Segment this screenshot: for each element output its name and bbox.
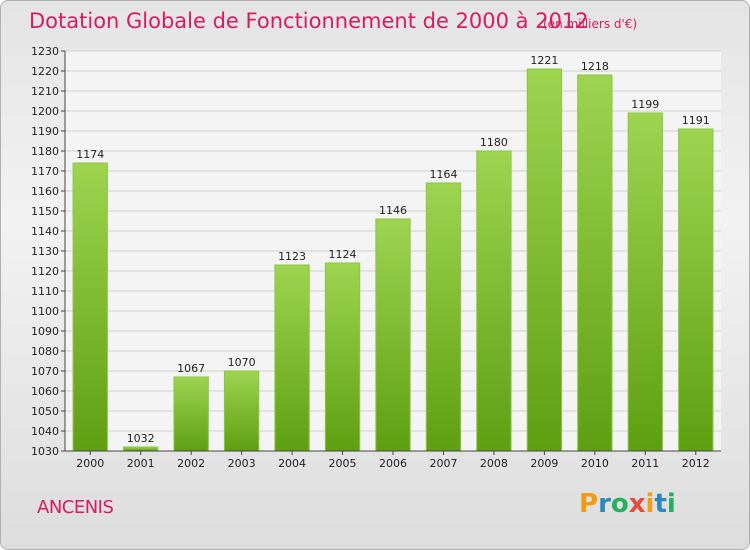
x-tick-label-2004: 2004	[278, 457, 306, 470]
y-tick-label: 1050	[31, 405, 59, 418]
y-tick-label: 1190	[31, 125, 59, 138]
bar-2009	[526, 68, 563, 452]
y-tick-label: 1040	[31, 425, 59, 438]
logo-letter: t	[654, 489, 667, 519]
value-label-2010: 1218	[581, 60, 609, 73]
y-tick-label: 1030	[31, 445, 59, 458]
logo-letter: i	[645, 489, 655, 519]
value-label-2003: 1070	[228, 356, 256, 369]
bar-2012	[678, 128, 714, 452]
x-tick-label-2007: 2007	[429, 457, 457, 470]
x-tick-label-2005: 2005	[329, 457, 357, 470]
y-tick-label: 1210	[31, 85, 59, 98]
bar-2001	[123, 446, 159, 452]
value-label-2002: 1067	[177, 362, 205, 375]
bar-2006	[375, 218, 411, 452]
value-label-2008: 1180	[480, 136, 508, 149]
y-tick-label: 1230	[31, 45, 59, 58]
x-tick-label-2010: 2010	[581, 457, 609, 470]
x-tick-label-2009: 2009	[530, 457, 558, 470]
y-tick-label: 1130	[31, 245, 59, 258]
logo-letter: o	[610, 489, 629, 519]
x-tick-label-2012: 2012	[682, 457, 710, 470]
value-label-2011: 1199	[631, 98, 659, 111]
commune-name: ANCENIS	[37, 497, 114, 518]
bar-2008	[476, 150, 512, 452]
y-tick-label: 1220	[31, 65, 59, 78]
value-label-2009: 1221	[530, 54, 558, 67]
value-label-2006: 1146	[379, 204, 407, 217]
x-tick-label-2006: 2006	[379, 457, 407, 470]
y-tick-label: 1200	[31, 105, 59, 118]
x-tick-label-2008: 2008	[480, 457, 508, 470]
logo-letter: x	[628, 489, 646, 519]
y-tick-label: 1080	[31, 345, 59, 358]
x-tick-label-2003: 2003	[228, 457, 256, 470]
logo-letter: i	[666, 489, 676, 519]
bar-2004	[274, 264, 310, 452]
bar-2010	[577, 74, 613, 452]
y-tick-label: 1060	[31, 385, 59, 398]
value-label-2007: 1164	[429, 168, 457, 181]
chart-title: Dotation Globale de Fonctionnement de 20…	[29, 9, 589, 33]
y-tick-label: 1120	[31, 265, 59, 278]
y-tick-label: 1090	[31, 325, 59, 338]
y-tick-label: 1100	[31, 305, 59, 318]
y-tick-label: 1110	[31, 285, 59, 298]
bar-2000	[72, 162, 108, 452]
value-label-2001: 1032	[127, 432, 155, 445]
y-tick-label: 1180	[31, 145, 59, 158]
y-tick-label: 1140	[31, 225, 59, 238]
y-tick-label: 1160	[31, 185, 59, 198]
value-label-2000: 1174	[76, 148, 104, 161]
logo-letter: P	[579, 489, 599, 519]
bar-2007	[425, 182, 462, 452]
x-tick-label-2001: 2001	[127, 457, 155, 470]
y-tick-label: 1170	[31, 165, 59, 178]
bar-2002	[173, 376, 209, 452]
y-tick-label: 1150	[31, 205, 59, 218]
logo-letter: r	[598, 489, 611, 519]
value-label-2005: 1124	[329, 248, 357, 261]
bar-2011	[627, 112, 663, 452]
x-tick-label-2000: 2000	[76, 457, 104, 470]
value-label-2012: 1191	[682, 114, 710, 127]
bar-2003	[223, 370, 260, 452]
value-label-2004: 1123	[278, 250, 306, 263]
chart-subtitle: (en milliers d'€)	[543, 17, 638, 31]
bar-2005	[324, 262, 361, 452]
y-tick-label: 1070	[31, 365, 59, 378]
proxiti-logo: Proxiti	[579, 489, 676, 519]
x-tick-label-2002: 2002	[177, 457, 205, 470]
x-tick-label-2011: 2011	[631, 457, 659, 470]
